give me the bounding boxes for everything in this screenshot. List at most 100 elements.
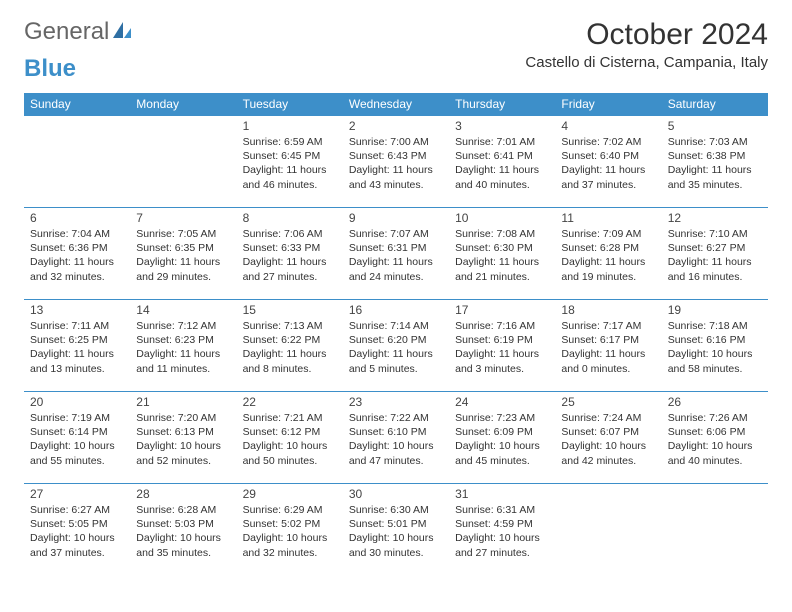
sunset-text: Sunset: 6:25 PM: [30, 333, 124, 347]
sunrise-text: Sunrise: 7:17 AM: [561, 319, 655, 333]
daylight-text: Daylight: 11 hours and 46 minutes.: [243, 163, 337, 191]
calendar-day-cell: 22Sunrise: 7:21 AMSunset: 6:12 PMDayligh…: [237, 392, 343, 484]
calendar-day-cell: 29 Sunrise: 6:29 AMSunset: 5:02 PMDayligh…: [237, 484, 343, 576]
sunrise-text: Sunrise: 7:09 AM: [561, 227, 655, 241]
dow-monday: Monday: [130, 93, 236, 116]
sunrise-text: Sunrise: 7:19 AM: [30, 411, 124, 425]
sunrise-text: Sunrise: 7:03 AM: [668, 135, 762, 149]
dow-sunday: Sunday: [24, 93, 130, 116]
dow-wednesday: Wednesday: [343, 93, 449, 116]
day-info: Sunrise: 7:19 AMSunset: 6:14 PMDaylight:…: [30, 411, 124, 468]
sunrise-text: Sunrise: 7:20 AM: [136, 411, 230, 425]
day-info: Sunrise: 7:00 AMSunset: 6:43 PMDaylight:…: [349, 135, 443, 192]
sunset-text: Sunset: 6:40 PM: [561, 149, 655, 163]
day-number: 19: [668, 303, 762, 317]
day-info: Sunrise: 7:05 AMSunset: 6:35 PMDaylight:…: [136, 227, 230, 284]
day-number: 4: [561, 119, 655, 133]
day-number: 17: [455, 303, 549, 317]
calendar-day-cell: 11Sunrise: 7:09 AMSunset: 6:28 PMDayligh…: [555, 208, 661, 300]
day-number: 31: [455, 487, 549, 501]
day-number: 9: [349, 211, 443, 225]
calendar-empty-cell: [130, 116, 236, 208]
day-info: Sunrise: 6:28 AMSunset: 5:03 PMDaylight:…: [136, 503, 230, 560]
sunrise-text: Sunrise: 7:22 AM: [349, 411, 443, 425]
sunset-text: Sunset: 5:03 PM: [136, 517, 230, 531]
daylight-text: Daylight: 10 hours and 27 minutes.: [455, 531, 549, 559]
day-number: 16: [349, 303, 443, 317]
logo-part2: Blue: [24, 55, 76, 82]
calendar-week-row: 6Sunrise: 7:04 AMSunset: 6:36 PMDaylight…: [24, 208, 768, 300]
day-info: Sunrise: 7:17 AMSunset: 6:17 PMDaylight:…: [561, 319, 655, 376]
calendar-empty-cell: [555, 484, 661, 576]
day-info: Sunrise: 7:24 AMSunset: 6:07 PMDaylight:…: [561, 411, 655, 468]
day-info: Sunrise: 7:10 AMSunset: 6:27 PMDaylight:…: [668, 227, 762, 284]
calendar-day-cell: 18Sunrise: 7:17 AMSunset: 6:17 PMDayligh…: [555, 300, 661, 392]
calendar-day-cell: 27Sunrise: 6:27 AMSunset: 5:05 PMDayligh…: [24, 484, 130, 576]
sunset-text: Sunset: 6:38 PM: [668, 149, 762, 163]
day-number: 7: [136, 211, 230, 225]
day-number: 25: [561, 395, 655, 409]
calendar-day-cell: 3Sunrise: 7:01 AMSunset: 6:41 PMDaylight…: [449, 116, 555, 208]
calendar-week-row: 13Sunrise: 7:11 AMSunset: 6:25 PMDayligh…: [24, 300, 768, 392]
sunset-text: Sunset: 6:43 PM: [349, 149, 443, 163]
sunset-text: Sunset: 4:59 PM: [455, 517, 549, 531]
day-info: Sunrise: 7:08 AMSunset: 6:30 PMDaylight:…: [455, 227, 549, 284]
calendar-day-cell: 7 Sunrise: 7:05 AMSunset: 6:35 PMDaylight…: [130, 208, 236, 300]
calendar-day-cell: 17 Sunrise: 7:16 AMSunset: 6:19 PMDayligh…: [449, 300, 555, 392]
daylight-text: Daylight: 10 hours and 35 minutes.: [136, 531, 230, 559]
calendar-day-cell: 20Sunrise: 7:19 AMSunset: 6:14 PMDayligh…: [24, 392, 130, 484]
day-info: Sunrise: 7:02 AMSunset: 6:40 PMDaylight:…: [561, 135, 655, 192]
sunset-text: Sunset: 6:45 PM: [243, 149, 337, 163]
daylight-text: Daylight: 11 hours and 37 minutes.: [561, 163, 655, 191]
day-number: 12: [668, 211, 762, 225]
sunrise-text: Sunrise: 7:06 AM: [243, 227, 337, 241]
calendar-day-cell: 21Sunrise: 7:20 AMSunset: 6:13 PMDayligh…: [130, 392, 236, 484]
daylight-text: Daylight: 11 hours and 29 minutes.: [136, 255, 230, 283]
calendar-day-cell: 23Sunrise: 7:22 AMSunset: 6:10 PMDayligh…: [343, 392, 449, 484]
calendar-empty-cell: [662, 484, 768, 576]
sunrise-text: Sunrise: 7:08 AM: [455, 227, 549, 241]
sunrise-text: Sunrise: 7:11 AM: [30, 319, 124, 333]
sunset-text: Sunset: 6:23 PM: [136, 333, 230, 347]
day-number: 3: [455, 119, 549, 133]
day-info: Sunrise: 7:11 AMSunset: 6:25 PMDaylight:…: [30, 319, 124, 376]
day-number: 29: [243, 487, 337, 501]
daylight-text: Daylight: 10 hours and 55 minutes.: [30, 439, 124, 467]
sunset-text: Sunset: 6:09 PM: [455, 425, 549, 439]
dow-thursday: Thursday: [449, 93, 555, 116]
day-info: Sunrise: 6:30 AMSunset: 5:01 PMDaylight:…: [349, 503, 443, 560]
daylight-text: Daylight: 11 hours and 35 minutes.: [668, 163, 762, 191]
sunrise-text: Sunrise: 7:23 AM: [455, 411, 549, 425]
sunset-text: Sunset: 6:06 PM: [668, 425, 762, 439]
day-info: Sunrise: 7:16 AMSunset: 6:19 PMDaylight:…: [455, 319, 549, 376]
daylight-text: Daylight: 10 hours and 52 minutes.: [136, 439, 230, 467]
day-info: Sunrise: 6:29 AMSunset: 5:02 PMDaylight:…: [243, 503, 337, 560]
day-number: 11: [561, 211, 655, 225]
sunset-text: Sunset: 6:22 PM: [243, 333, 337, 347]
calendar-day-cell: 12 Sunrise: 7:10 AMSunset: 6:27 PMDayligh…: [662, 208, 768, 300]
day-info: Sunrise: 6:31 AMSunset: 4:59 PMDaylight:…: [455, 503, 549, 560]
day-number: 15: [243, 303, 337, 317]
daylight-text: Daylight: 11 hours and 0 minutes.: [561, 347, 655, 375]
sunset-text: Sunset: 6:33 PM: [243, 241, 337, 255]
day-number: 27: [30, 487, 124, 501]
sunrise-text: Sunrise: 7:01 AM: [455, 135, 549, 149]
sunset-text: Sunset: 6:41 PM: [455, 149, 549, 163]
day-number: 6: [30, 211, 124, 225]
sunrise-text: Sunrise: 6:29 AM: [243, 503, 337, 517]
day-number: 28: [136, 487, 230, 501]
calendar-day-cell: 2Sunrise: 7:00 AMSunset: 6:43 PMDaylight…: [343, 116, 449, 208]
calendar-day-cell: 13Sunrise: 7:11 AMSunset: 6:25 PMDayligh…: [24, 300, 130, 392]
calendar-body: 1Sunrise: 6:59 AMSunset: 6:45 PMDaylight…: [24, 116, 768, 576]
daylight-text: Daylight: 11 hours and 32 minutes.: [30, 255, 124, 283]
sunrise-text: Sunrise: 7:04 AM: [30, 227, 124, 241]
day-info: Sunrise: 7:14 AMSunset: 6:20 PMDaylight:…: [349, 319, 443, 376]
calendar-day-cell: 19Sunrise: 7:18 AMSunset: 6:16 PMDayligh…: [662, 300, 768, 392]
sunrise-text: Sunrise: 7:24 AM: [561, 411, 655, 425]
calendar-day-cell: 25 Sunrise: 7:24 AMSunset: 6:07 PMDayligh…: [555, 392, 661, 484]
sunset-text: Sunset: 6:14 PM: [30, 425, 124, 439]
day-info: Sunrise: 7:13 AMSunset: 6:22 PMDaylight:…: [243, 319, 337, 376]
sunrise-text: Sunrise: 7:16 AM: [455, 319, 549, 333]
sunrise-text: Sunrise: 7:21 AM: [243, 411, 337, 425]
calendar-day-cell: 1Sunrise: 6:59 AMSunset: 6:45 PMDaylight…: [237, 116, 343, 208]
